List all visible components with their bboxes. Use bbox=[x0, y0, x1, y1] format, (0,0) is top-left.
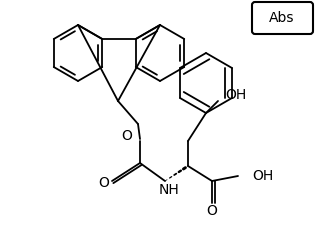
FancyBboxPatch shape bbox=[252, 2, 313, 34]
Text: O: O bbox=[207, 204, 218, 218]
Text: O: O bbox=[121, 129, 132, 143]
Text: NH: NH bbox=[159, 183, 179, 197]
Text: OH: OH bbox=[225, 88, 247, 102]
Text: O: O bbox=[99, 176, 109, 190]
Text: OH: OH bbox=[252, 169, 273, 183]
Text: Abs: Abs bbox=[269, 11, 295, 25]
